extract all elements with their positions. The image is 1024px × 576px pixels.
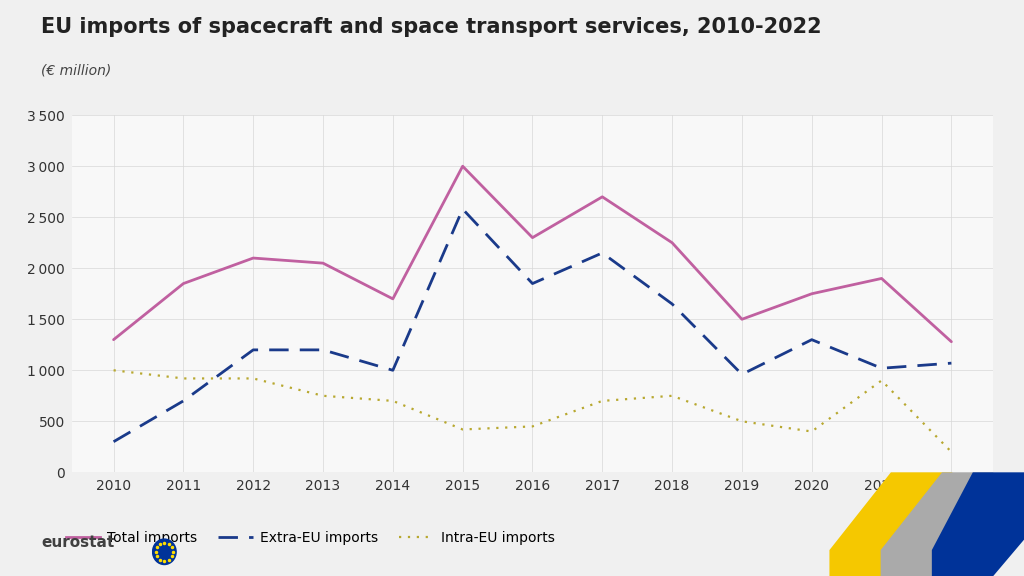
Polygon shape: [829, 472, 952, 576]
Text: eurostat: eurostat: [41, 535, 115, 550]
Text: EU imports of spacecraft and space transport services, 2010-2022: EU imports of spacecraft and space trans…: [41, 17, 821, 37]
Circle shape: [153, 539, 176, 564]
Polygon shape: [932, 472, 1024, 576]
Text: (€ million): (€ million): [41, 63, 112, 77]
Polygon shape: [881, 472, 993, 576]
Legend: Total imports, Extra-EU imports, Intra-EU imports: Total imports, Extra-EU imports, Intra-E…: [60, 526, 560, 551]
